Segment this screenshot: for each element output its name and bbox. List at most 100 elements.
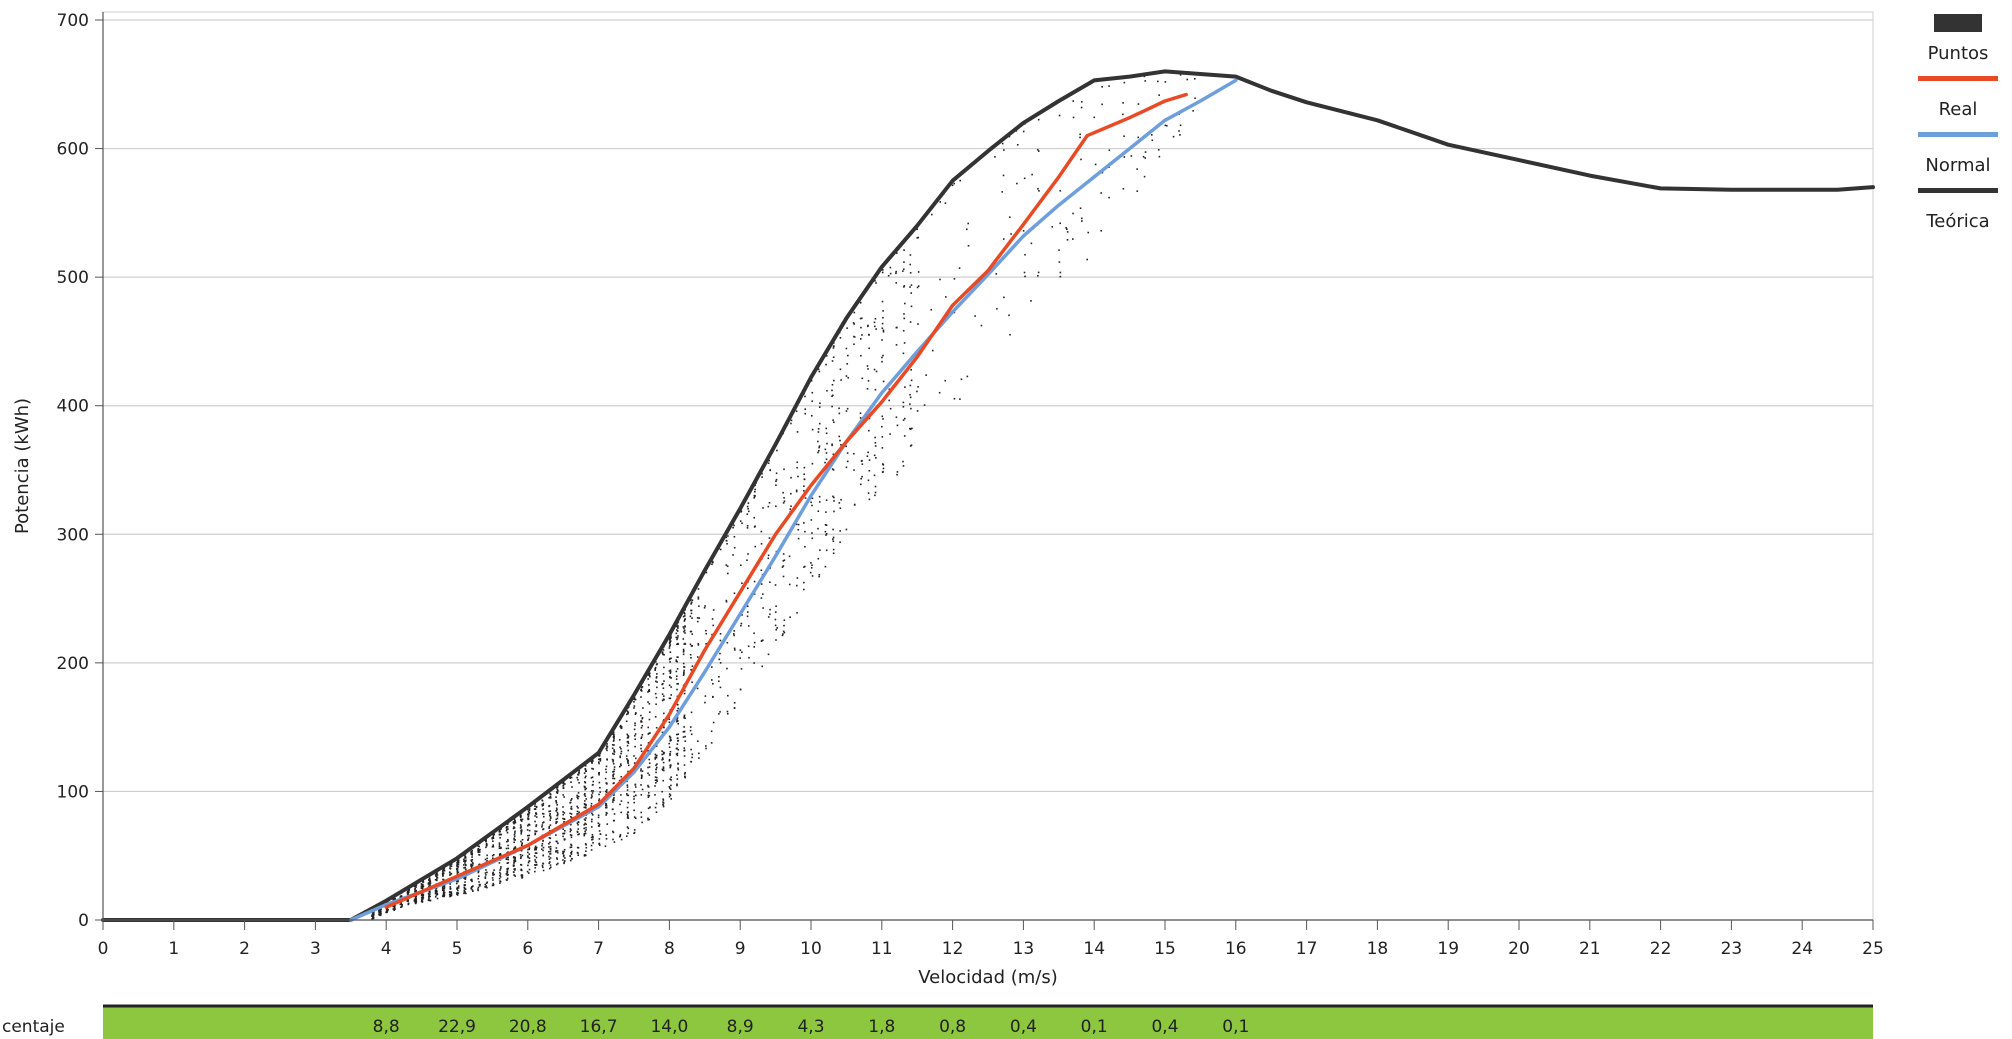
scatter-point [746, 505, 749, 508]
scatter-point [434, 896, 437, 898]
scatter-point [591, 838, 594, 841]
scatter-point [500, 866, 502, 868]
scatter-point [597, 761, 600, 763]
scatter-point [682, 615, 685, 618]
scatter-point [654, 669, 656, 671]
scatter-point [648, 702, 651, 705]
scatter-point [846, 452, 849, 454]
scatter-point [527, 837, 530, 839]
scatter-point [626, 813, 629, 816]
scatter-point [563, 796, 566, 798]
scatter-point [725, 536, 728, 539]
scatter-point [1066, 238, 1069, 241]
scatter-point [696, 656, 699, 658]
scatter-point [613, 735, 615, 738]
scatter-point [760, 530, 763, 533]
scatter-point [443, 894, 446, 896]
scatter-point [379, 910, 382, 913]
scatter-point [959, 179, 962, 182]
scatter-point [605, 791, 608, 793]
scatter-point [649, 732, 651, 734]
scatter-point [1086, 258, 1088, 261]
scatter-point [1081, 217, 1083, 220]
scatter-point [372, 912, 375, 915]
scatter-point [833, 510, 835, 513]
scatter-point [548, 827, 550, 829]
scatter-point [450, 891, 452, 893]
scatter-point [881, 339, 883, 341]
scatter-point [434, 891, 437, 894]
scatter-point [542, 804, 545, 806]
scatter-point [613, 794, 615, 796]
scatter-point [676, 774, 678, 776]
scatter-point [477, 889, 479, 892]
scatter-point [1179, 134, 1181, 136]
scatter-point [606, 823, 609, 825]
scatter-point [584, 803, 587, 806]
scatter-point [1158, 155, 1161, 158]
scatter-point [484, 877, 487, 880]
scatter-point [1179, 124, 1182, 127]
scatter-point [796, 431, 799, 433]
scatter-point [839, 337, 842, 339]
y-tick-label: 700 [57, 11, 89, 31]
scatter-point [824, 565, 827, 568]
scatter-point [874, 317, 877, 320]
scatter-point [684, 771, 686, 774]
scatter-point [670, 798, 673, 800]
scatter-point [507, 873, 509, 876]
scatter-point [663, 680, 665, 682]
scatter-point [612, 777, 614, 780]
y-tick-label: 500 [57, 268, 89, 288]
scatter-point [583, 802, 586, 805]
scatter-point [493, 869, 495, 871]
scatter-point [570, 853, 573, 855]
scatter-point [578, 772, 580, 774]
scatter-point [1023, 177, 1026, 180]
scatter-point [584, 788, 587, 791]
scatter-point [824, 530, 827, 533]
scatter-point [698, 605, 700, 607]
scatter-point [1066, 228, 1068, 231]
scatter-point [442, 878, 444, 881]
scatter-point [689, 615, 692, 618]
scatter-point [463, 876, 466, 879]
scatter-point [647, 726, 650, 729]
scatter-point [895, 272, 897, 275]
scatter-point [542, 849, 544, 852]
scatter-point [648, 673, 650, 676]
scatter-point [691, 645, 694, 647]
scatter-point [605, 765, 608, 768]
scatter-point [471, 858, 474, 861]
scatter-point [669, 778, 672, 780]
scatter-point [803, 581, 805, 584]
scatter-point [704, 695, 707, 697]
scatter-point [562, 813, 564, 816]
scatter-point [464, 888, 467, 890]
scatter-point [584, 854, 587, 857]
scatter-point [555, 810, 557, 812]
scatter-point [548, 858, 551, 861]
scatter-point [810, 562, 812, 564]
scatter-point [768, 459, 770, 462]
scatter-point [576, 794, 578, 797]
scatter-point [514, 858, 516, 861]
scatter-point [668, 746, 671, 749]
scatter-point [478, 848, 481, 851]
scatter-point [783, 500, 786, 503]
scatter-point [498, 829, 501, 832]
scatter-point [832, 345, 835, 348]
scatter-point [585, 846, 588, 849]
scatter-point [556, 803, 559, 806]
scatter-point [747, 611, 749, 613]
scatter-point [549, 837, 552, 840]
scatter-point [881, 425, 883, 428]
scatter-point [534, 860, 537, 863]
scatter-point [647, 818, 649, 821]
scatter-point [571, 850, 573, 853]
scatter-point [428, 885, 430, 888]
scatter-point [548, 846, 550, 848]
scatter-point [578, 811, 580, 814]
scatter-point [528, 860, 530, 863]
scatter-point [795, 489, 798, 492]
